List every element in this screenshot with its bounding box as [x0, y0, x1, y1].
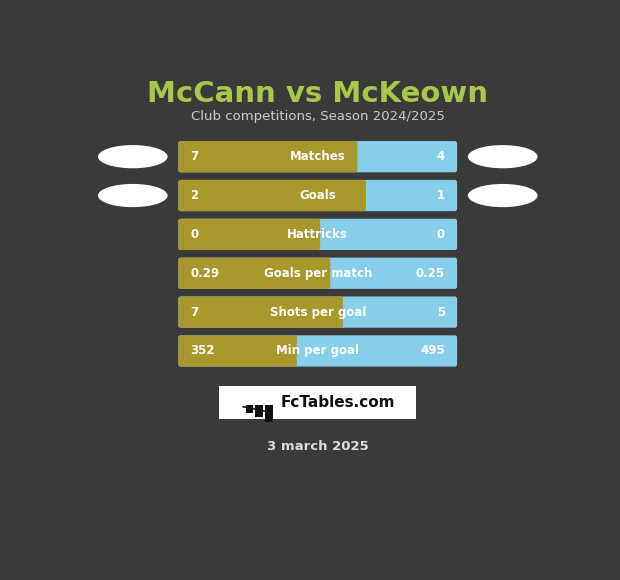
Text: 2: 2 — [190, 189, 198, 202]
Text: 5: 5 — [437, 306, 445, 318]
Text: FcTables.com: FcTables.com — [280, 395, 395, 410]
Text: 495: 495 — [420, 345, 445, 357]
FancyBboxPatch shape — [179, 180, 366, 211]
Text: 352: 352 — [190, 345, 215, 357]
Text: 0: 0 — [190, 228, 198, 241]
Text: 0: 0 — [437, 228, 445, 241]
Ellipse shape — [98, 145, 167, 168]
Bar — [219, 386, 416, 419]
Text: 0.25: 0.25 — [416, 267, 445, 280]
FancyBboxPatch shape — [179, 141, 457, 172]
FancyBboxPatch shape — [179, 296, 343, 328]
Text: 4: 4 — [437, 150, 445, 163]
Bar — [265, 405, 273, 422]
Bar — [246, 405, 254, 412]
Text: Min per goal: Min per goal — [277, 345, 359, 357]
FancyBboxPatch shape — [179, 296, 457, 328]
FancyBboxPatch shape — [179, 258, 330, 289]
FancyBboxPatch shape — [179, 141, 357, 172]
Text: Goals per match: Goals per match — [264, 267, 372, 280]
Ellipse shape — [468, 145, 538, 168]
Text: Shots per goal: Shots per goal — [270, 306, 366, 318]
FancyBboxPatch shape — [179, 180, 457, 211]
Text: 1: 1 — [437, 189, 445, 202]
Ellipse shape — [468, 184, 538, 207]
Text: Goals: Goals — [299, 189, 336, 202]
Text: 7: 7 — [190, 306, 198, 318]
Text: 3 march 2025: 3 march 2025 — [267, 440, 369, 454]
FancyBboxPatch shape — [179, 219, 320, 250]
Ellipse shape — [98, 184, 167, 207]
FancyBboxPatch shape — [179, 335, 457, 367]
Text: Hattricks: Hattricks — [288, 228, 348, 241]
FancyBboxPatch shape — [179, 335, 297, 367]
Text: Club competitions, Season 2024/2025: Club competitions, Season 2024/2025 — [191, 110, 445, 123]
FancyBboxPatch shape — [179, 258, 457, 289]
Bar — [255, 405, 263, 417]
Text: 7: 7 — [190, 150, 198, 163]
Text: 0.29: 0.29 — [190, 267, 219, 280]
FancyBboxPatch shape — [179, 219, 457, 250]
Text: McCann vs McKeown: McCann vs McKeown — [148, 80, 489, 108]
Text: Matches: Matches — [290, 150, 345, 163]
